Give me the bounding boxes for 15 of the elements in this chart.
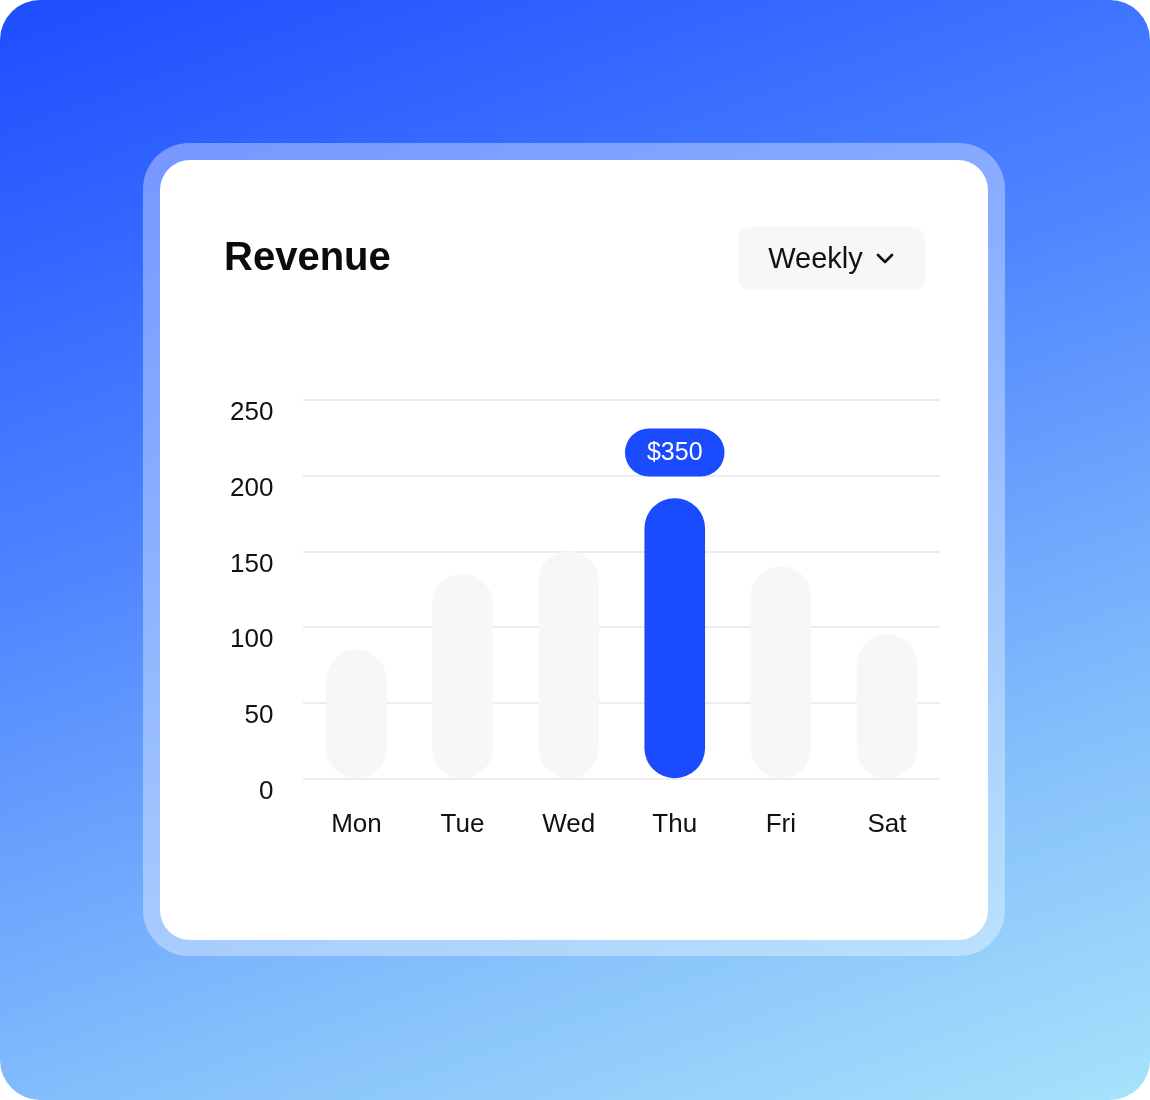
annotation: $350 bbox=[646, 437, 703, 466]
x-tick-label: Sat bbox=[867, 807, 908, 838]
text: Weekly bbox=[768, 242, 863, 275]
y-tick-label: 100 bbox=[229, 623, 274, 654]
y-tick-label: 50 bbox=[244, 699, 274, 730]
x-tick-label: Thu bbox=[652, 807, 698, 838]
y-tick-label: 150 bbox=[229, 547, 274, 578]
x-tick-label: Tue bbox=[440, 807, 485, 838]
y-tick-label: 250 bbox=[229, 396, 274, 427]
y-tick-label: 200 bbox=[229, 471, 274, 502]
x-tick-label: Mon bbox=[331, 807, 382, 838]
x-tick-label: Wed bbox=[542, 807, 596, 838]
x-tick-label: Fri bbox=[765, 807, 797, 838]
chart-title: Revenue bbox=[224, 234, 391, 279]
y-tick-label: 0 bbox=[258, 774, 274, 805]
